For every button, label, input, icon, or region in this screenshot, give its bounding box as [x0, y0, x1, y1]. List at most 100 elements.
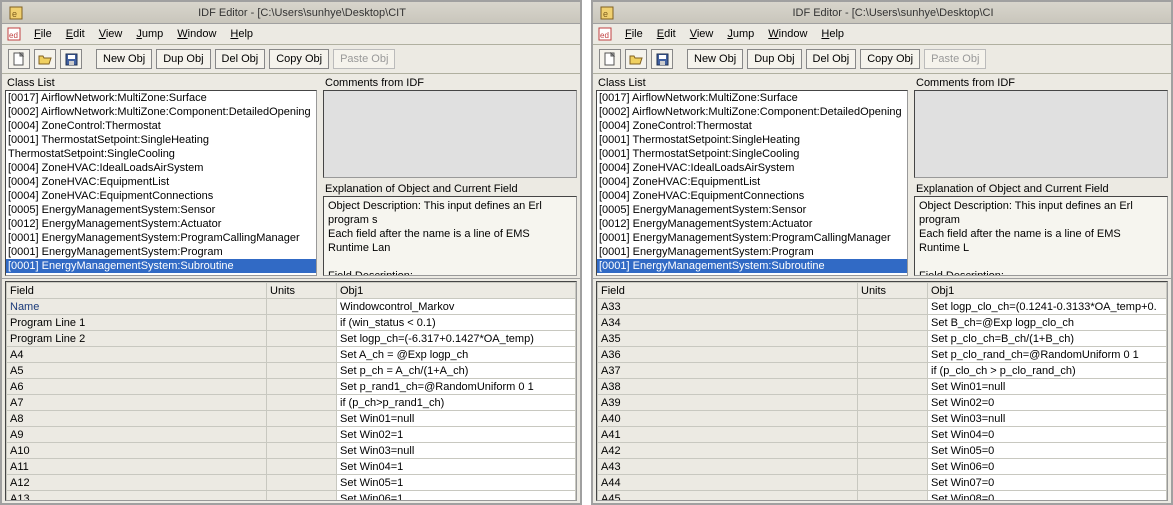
field-cell[interactable]: A7 [7, 395, 267, 411]
units-cell[interactable] [267, 299, 337, 315]
grid-row[interactable]: A4Set A_ch = @Exp logp_ch [7, 347, 576, 363]
class-list-row[interactable]: [0001] ThermostatSetpoint:SingleCooling [597, 147, 907, 161]
class-list-row[interactable]: [0005] EnergyManagementSystem:Sensor [6, 203, 316, 217]
obj-cell[interactable]: Set B_ch=@Exp logp_clo_ch [928, 315, 1167, 331]
menu-jump[interactable]: Jump [130, 26, 169, 42]
units-cell[interactable] [267, 411, 337, 427]
units-cell[interactable] [267, 395, 337, 411]
units-cell[interactable] [858, 299, 928, 315]
field-cell[interactable]: Program Line 1 [7, 315, 267, 331]
class-list-row[interactable]: [0001] Program:VariableDictionary [6, 273, 316, 276]
col-obj[interactable]: Obj1 [337, 283, 576, 299]
class-list-row[interactable]: [0004] ZoneHVAC:EquipmentList [597, 175, 907, 189]
class-list-row[interactable]: [0001] Output:VariableDictionary [597, 273, 907, 276]
units-cell[interactable] [858, 427, 928, 443]
grid-row[interactable]: A45Set Win08=0 [598, 491, 1167, 502]
obj-cell[interactable]: Set p_clo_rand_ch=@RandomUniform 0 1 [928, 347, 1167, 363]
menu-view[interactable]: View [684, 26, 720, 42]
units-cell[interactable] [267, 427, 337, 443]
units-cell[interactable] [267, 363, 337, 379]
menu-edit[interactable]: Edit [60, 26, 91, 42]
grid-row[interactable]: A37if (p_clo_ch > p_clo_rand_ch) [598, 363, 1167, 379]
menu-edit[interactable]: Edit [651, 26, 682, 42]
field-cell[interactable]: A39 [598, 395, 858, 411]
obj-cell[interactable]: Set Win03=null [928, 411, 1167, 427]
class-list-row[interactable]: [0001] EnergyManagementSystem:Subroutine [6, 259, 316, 273]
units-cell[interactable] [858, 491, 928, 502]
units-cell[interactable] [858, 347, 928, 363]
field-cell[interactable]: A11 [7, 459, 267, 475]
class-list-row[interactable]: [0001] EnergyManagementSystem:Program [597, 245, 907, 259]
new-obj-button[interactable]: New Obj [96, 49, 152, 69]
obj-cell[interactable]: Set p_rand1_ch=@RandomUniform 0 1 [337, 379, 576, 395]
copy-obj-button[interactable]: Copy Obj [269, 49, 329, 69]
obj-cell[interactable]: if (p_clo_ch > p_clo_rand_ch) [928, 363, 1167, 379]
comments-box[interactable] [323, 90, 577, 178]
menu-view[interactable]: View [93, 26, 129, 42]
field-cell[interactable]: A9 [7, 427, 267, 443]
grid-row[interactable]: Program Line 1 if (win_status < 0.1) [7, 315, 576, 331]
new-file-icon[interactable] [8, 49, 30, 69]
obj-cell[interactable]: Set logp_ch=(-6.317+0.1427*OA_temp) [337, 331, 576, 347]
obj-cell[interactable]: Set Win02=0 [928, 395, 1167, 411]
menu-help[interactable]: Help [815, 26, 850, 42]
grid-row[interactable]: A40 Set Win03=null [598, 411, 1167, 427]
grid-row[interactable]: A7 if (p_ch>p_rand1_ch) [7, 395, 576, 411]
units-cell[interactable] [267, 459, 337, 475]
obj-cell[interactable]: if (win_status < 0.1) [337, 315, 576, 331]
field-cell[interactable]: A4 [7, 347, 267, 363]
units-cell[interactable] [267, 379, 337, 395]
obj-cell[interactable]: Set Win01=null [928, 379, 1167, 395]
field-cell[interactable]: A43 [598, 459, 858, 475]
class-list-row[interactable]: [0002] AirflowNetwork:MultiZone:Componen… [597, 105, 907, 119]
units-cell[interactable] [858, 331, 928, 347]
grid-row[interactable]: A12Set Win05=1 [7, 475, 576, 491]
class-list-row[interactable]: [0004] ZoneHVAC:EquipmentConnections [6, 189, 316, 203]
field-cell[interactable]: A35 [598, 331, 858, 347]
menu-file[interactable]: File [619, 26, 649, 42]
copy-obj-button[interactable]: Copy Obj [860, 49, 920, 69]
field-cell[interactable]: A45 [598, 491, 858, 502]
paste-obj-button[interactable]: Paste Obj [333, 49, 395, 69]
grid-row[interactable]: A35Set p_clo_ch=B_ch/(1+B_ch) [598, 331, 1167, 347]
field-cell[interactable]: A8 [7, 411, 267, 427]
col-field[interactable]: Field [7, 283, 267, 299]
grid-row[interactable]: A38 Set Win01=null [598, 379, 1167, 395]
units-cell[interactable] [858, 315, 928, 331]
class-list-row[interactable]: [0017] AirflowNetwork:MultiZone:Surface [597, 91, 907, 105]
save-icon[interactable] [60, 49, 82, 69]
units-cell[interactable] [858, 443, 928, 459]
field-cell[interactable]: Program Line 2 [7, 331, 267, 347]
grid-row[interactable]: A41Set Win04=0 [598, 427, 1167, 443]
grid-row[interactable]: A11Set Win04=1 [7, 459, 576, 475]
open-file-icon[interactable] [34, 49, 56, 69]
field-cell[interactable]: A34 [598, 315, 858, 331]
comments-box[interactable] [914, 90, 1168, 178]
class-list-row[interactable]: [0001] EnergyManagementSystem:Subroutine [597, 259, 907, 273]
data-grid[interactable]: Field Units Obj1 A33Set logp_clo_ch=(0.1… [596, 281, 1168, 501]
class-list-row[interactable]: [0001] EnergyManagementSystem:ProgramCal… [597, 231, 907, 245]
grid-row[interactable]: Program Line 2 Set logp_ch=(-6.317+0.1427… [7, 331, 576, 347]
units-cell[interactable] [858, 379, 928, 395]
field-cell[interactable]: A44 [598, 475, 858, 491]
obj-cell[interactable]: Set Win05=1 [337, 475, 576, 491]
obj-cell[interactable]: if (p_ch>p_rand1_ch) [337, 395, 576, 411]
class-list[interactable]: [0017] AirflowNetwork:MultiZone:Surface[… [596, 90, 908, 276]
field-cell[interactable]: A38 [598, 379, 858, 395]
field-cell[interactable]: A40 [598, 411, 858, 427]
field-cell[interactable]: A10 [7, 443, 267, 459]
paste-obj-button[interactable]: Paste Obj [924, 49, 986, 69]
grid-row[interactable]: A43 Set Win06=0 [598, 459, 1167, 475]
class-list-row[interactable]: [0004] ZoneHVAC:IdealLoadsAirSystem [597, 161, 907, 175]
grid-row[interactable]: A9Set Win02=1 [7, 427, 576, 443]
col-units[interactable]: Units [858, 283, 928, 299]
obj-cell[interactable]: Set Win06=0 [928, 459, 1167, 475]
data-grid[interactable]: Field Units Obj1 NameWindowcontrol_Marko… [5, 281, 577, 501]
units-cell[interactable] [267, 347, 337, 363]
new-file-icon[interactable] [599, 49, 621, 69]
units-cell[interactable] [858, 363, 928, 379]
class-list-row[interactable]: [0004] ZoneControl:Thermostat [6, 119, 316, 133]
menu-file[interactable]: File [28, 26, 58, 42]
grid-row[interactable]: A42Set Win05=0 [598, 443, 1167, 459]
units-cell[interactable] [267, 491, 337, 502]
